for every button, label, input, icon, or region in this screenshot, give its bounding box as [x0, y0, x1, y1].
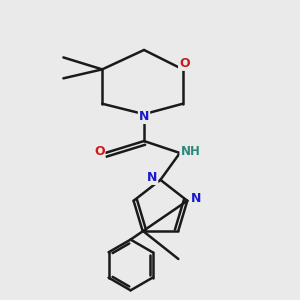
Text: N: N [190, 192, 201, 205]
Text: O: O [179, 57, 190, 70]
Text: O: O [94, 145, 104, 158]
Text: N: N [139, 110, 149, 123]
Text: N: N [147, 171, 157, 184]
Text: NH: NH [180, 145, 200, 158]
